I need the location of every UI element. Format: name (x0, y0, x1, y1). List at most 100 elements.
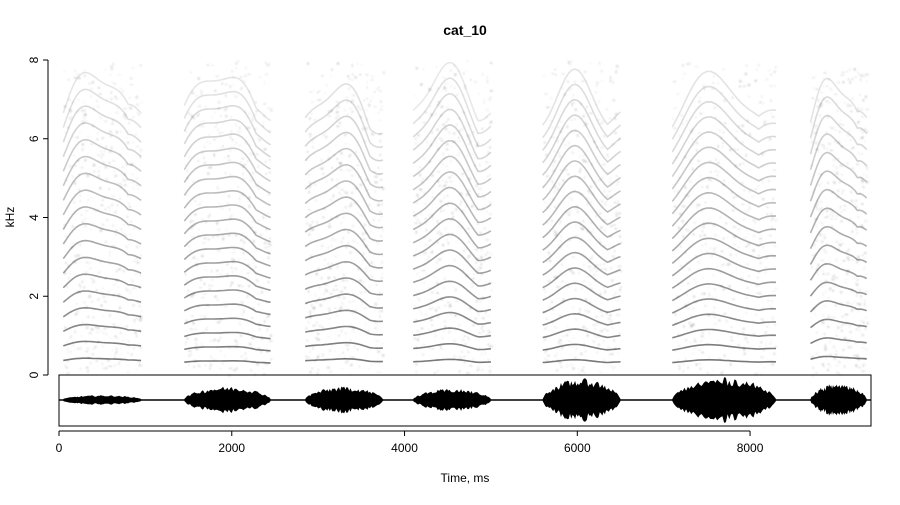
noise-speck (710, 88, 714, 90)
noise-speck (715, 297, 717, 301)
noise-speck (562, 216, 564, 219)
noise-speck (475, 156, 477, 158)
noise-speck (820, 207, 823, 209)
harmonic-line (671, 222, 777, 252)
noise-speck (609, 353, 612, 356)
noise-speck (333, 276, 336, 279)
noise-speck (362, 252, 365, 256)
noise-speck (347, 144, 351, 146)
noise-speck (348, 205, 351, 208)
noise-speck (320, 167, 324, 170)
noise-speck (312, 307, 316, 310)
noise-speck (567, 173, 570, 176)
noise-speck (454, 87, 456, 90)
noise-speck (720, 284, 723, 287)
noise-speck (246, 127, 248, 130)
noise-speck (481, 325, 484, 327)
noise-speck (841, 323, 844, 326)
noise-speck (589, 192, 592, 195)
noise-speck (316, 221, 318, 224)
noise-speck (69, 164, 71, 168)
noise-speck (615, 271, 618, 273)
noise-speck (74, 76, 77, 79)
noise-speck (816, 105, 819, 108)
noise-speck (218, 203, 221, 205)
noise-speck (850, 110, 853, 113)
noise-speck (335, 144, 337, 147)
noise-speck (568, 62, 570, 65)
noise-speck (864, 129, 867, 131)
noise-speck (481, 316, 485, 320)
harmonic-line (62, 222, 142, 245)
noise-speck (600, 200, 604, 203)
noise-speck (247, 264, 250, 266)
harmonic-line (671, 131, 777, 178)
noise-speck (687, 229, 690, 232)
noise-speck (366, 86, 368, 89)
noise-speck (744, 237, 748, 239)
noise-speck (490, 120, 493, 123)
noise-speck (436, 220, 439, 223)
noise-speck (822, 273, 825, 276)
noise-speck (328, 150, 331, 153)
noise-speck (69, 337, 72, 339)
noise-speck (88, 82, 91, 85)
noise-speck (252, 268, 255, 270)
noise-speck (311, 220, 314, 223)
noise-speck (486, 334, 489, 336)
noise-speck (364, 290, 366, 294)
noise-speck (138, 285, 142, 288)
noise-speck (187, 244, 190, 248)
noise-speck (465, 331, 467, 333)
noise-speck (865, 166, 868, 169)
noise-speck (483, 99, 485, 101)
harmonic-line (62, 206, 142, 231)
noise-speck (362, 238, 366, 241)
noise-speck (234, 234, 238, 237)
noise-speck (771, 115, 775, 119)
noise-speck (335, 111, 338, 115)
noise-speck (737, 344, 740, 346)
noise-speck (836, 109, 839, 112)
noise-speck (109, 250, 111, 254)
noise-speck (202, 330, 205, 334)
noise-speck (773, 256, 776, 259)
noise-speck (208, 133, 210, 136)
noise-speck (314, 182, 316, 186)
noise-speck (132, 140, 134, 144)
noise-speck (103, 315, 105, 317)
noise-speck (764, 331, 767, 334)
noise-speck (268, 251, 270, 254)
noise-speck (207, 238, 210, 240)
noise-speck (814, 141, 818, 145)
noise-speck (373, 91, 376, 93)
noise-speck (853, 354, 856, 357)
noise-speck (816, 208, 818, 211)
noise-speck (91, 301, 94, 303)
noise-speck (343, 286, 347, 289)
noise-speck (466, 169, 469, 171)
noise-speck (310, 255, 313, 258)
noise-speck (454, 314, 456, 317)
noise-speck (72, 260, 75, 263)
noise-speck (434, 309, 438, 312)
harmonic-line (184, 345, 271, 352)
noise-speck (577, 312, 581, 315)
noise-speck (760, 356, 763, 358)
noise-speck (856, 163, 859, 166)
noise-speck (828, 142, 831, 145)
noise-speck (549, 255, 552, 257)
noise-speck (565, 334, 569, 337)
noise-speck (255, 248, 257, 252)
noise-speck (839, 164, 842, 167)
noise-speck (231, 138, 234, 142)
noise-speck (555, 185, 557, 188)
noise-speck (233, 248, 236, 250)
noise-speck (305, 327, 307, 330)
noise-speck (467, 351, 470, 354)
noise-speck (257, 303, 261, 306)
noise-speck (226, 263, 229, 266)
noise-speck (266, 329, 268, 332)
noise-speck (849, 218, 851, 221)
harmonic-line (671, 85, 777, 140)
